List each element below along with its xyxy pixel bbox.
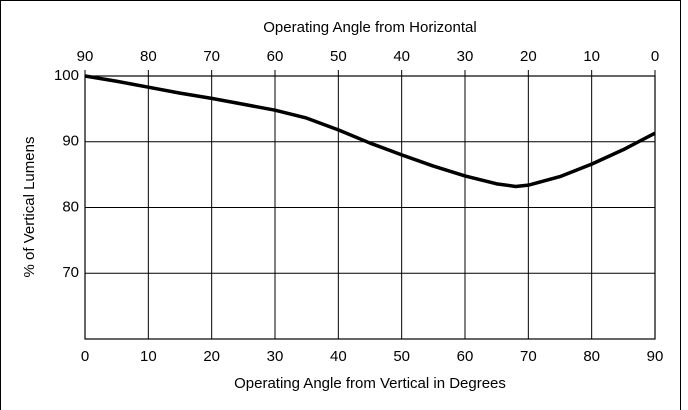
x-tick-label: 70: [520, 348, 537, 365]
x-tick-label: 40: [330, 348, 347, 365]
top-tick-label: 40: [393, 48, 410, 65]
y-tick-label: 70: [62, 264, 79, 281]
top-tick-label: 10: [583, 48, 600, 65]
x-tick-label: 0: [81, 348, 89, 365]
top-tick-label: 50: [330, 48, 347, 65]
x-tick-label: 90: [647, 348, 664, 365]
top-tick-label: 70: [203, 48, 220, 65]
y-tick-label: 90: [62, 133, 79, 150]
top-tick-label: 90: [77, 48, 94, 65]
x-tick-label: 60: [457, 348, 474, 365]
chart-title: Operating Angle from Horizontal: [263, 19, 476, 36]
x-tick-label: 50: [393, 348, 410, 365]
line-series: [84, 74, 656, 189]
x-tick-label: 30: [267, 348, 284, 365]
y-tick-label: 80: [62, 198, 79, 215]
x-tick-label: 80: [583, 348, 600, 365]
y-axis-label: % of Vertical Lumens: [21, 137, 38, 278]
x-axis-label: Operating Angle from Vertical in Degrees: [234, 375, 506, 392]
x-tick-label: 20: [203, 348, 220, 365]
top-tick-label: 20: [520, 48, 537, 65]
top-tick-label: 60: [267, 48, 284, 65]
top-tick-label: 0: [651, 48, 659, 65]
top-tick-label: 80: [140, 48, 157, 65]
top-tick-label: 30: [457, 48, 474, 65]
y-tick-label: 100: [54, 67, 79, 84]
x-tick-label: 10: [140, 348, 157, 365]
